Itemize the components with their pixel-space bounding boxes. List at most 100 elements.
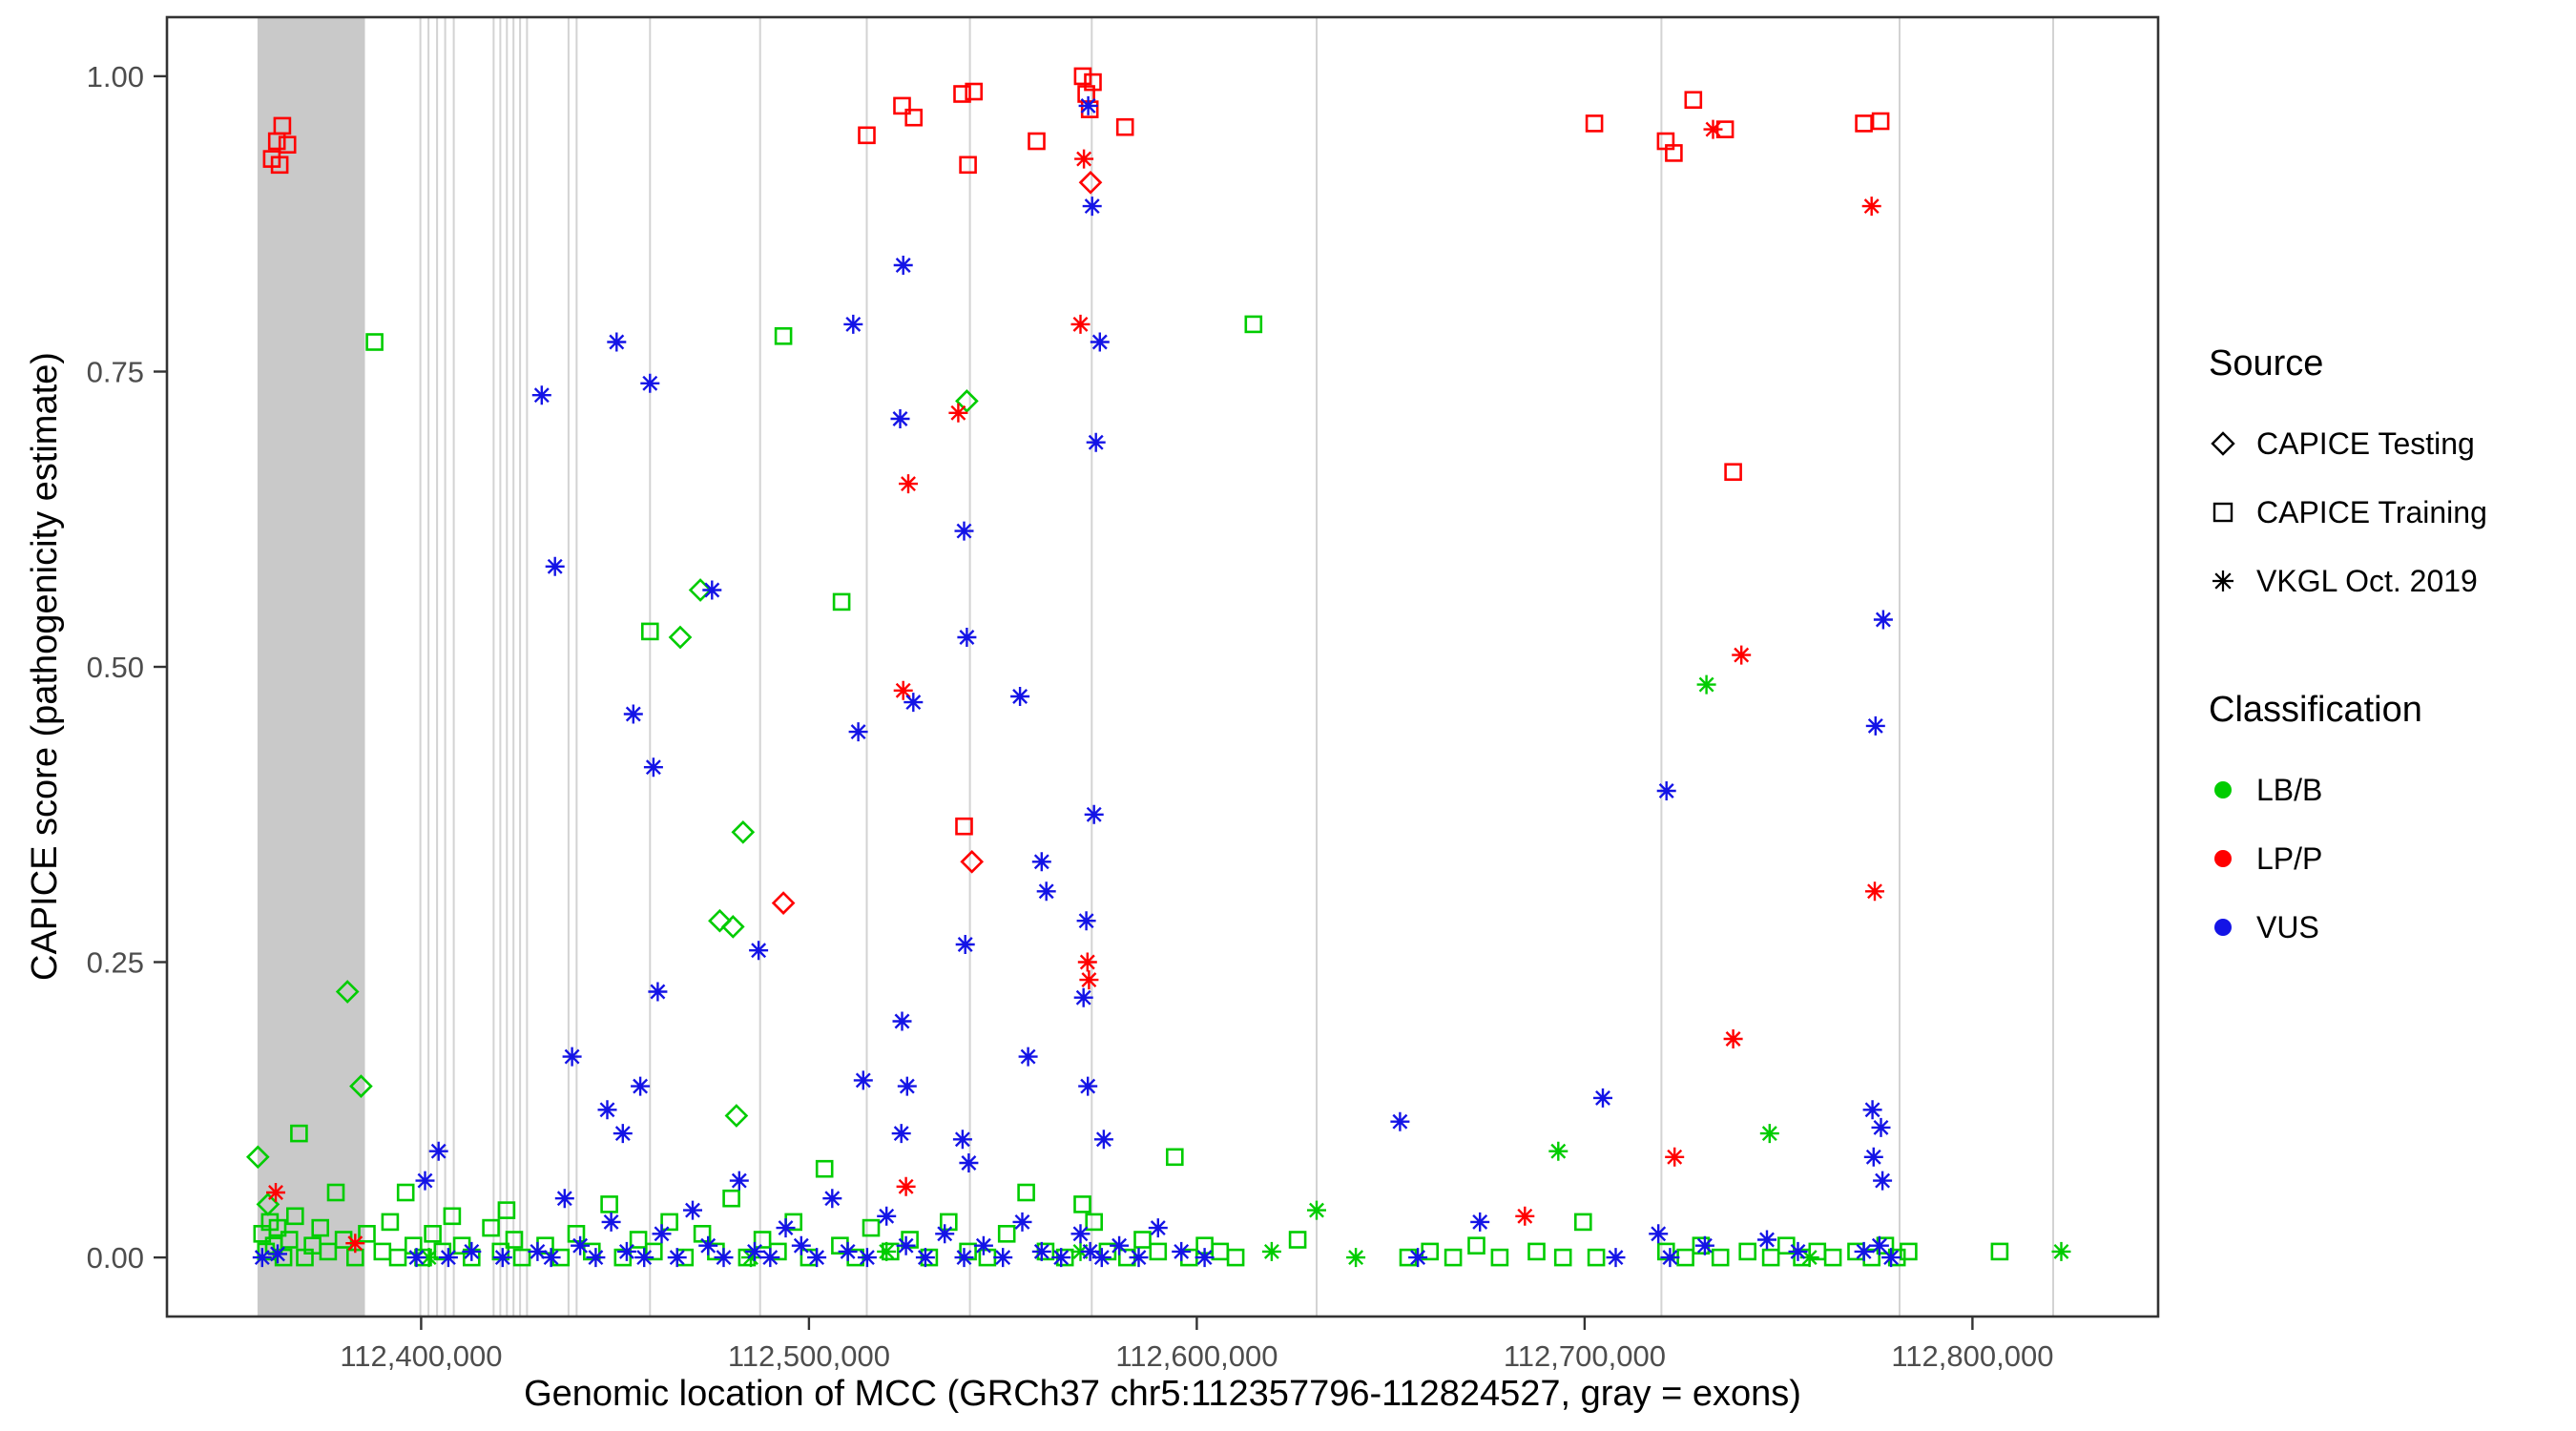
y-axis-tick-label: 1.00 bbox=[87, 60, 144, 93]
data-point-asterisk bbox=[528, 1241, 548, 1261]
data-point-asterisk bbox=[1090, 332, 1110, 352]
data-point-asterisk bbox=[640, 373, 660, 393]
data-point-asterisk bbox=[345, 1234, 365, 1254]
legend-item-label: VKGL Oct. 2019 bbox=[2256, 563, 2478, 598]
data-point-asterisk bbox=[492, 1248, 512, 1268]
data-point-square bbox=[1665, 144, 1683, 162]
data-point-asterisk bbox=[406, 1248, 426, 1268]
data-point-square bbox=[1073, 67, 1092, 86]
data-point-square bbox=[1166, 1148, 1184, 1167]
data-point-square bbox=[452, 1236, 471, 1255]
data-point-asterisk bbox=[1077, 952, 1097, 972]
data-point-asterisk bbox=[266, 1183, 285, 1202]
data-point-asterisk bbox=[897, 1076, 917, 1096]
data-point-square bbox=[443, 1207, 462, 1226]
data-point-diamond bbox=[720, 915, 745, 939]
data-point-square bbox=[858, 126, 876, 145]
data-point-square bbox=[373, 1242, 392, 1261]
data-point-asterisk bbox=[1084, 804, 1104, 824]
data-point-asterisk bbox=[1656, 781, 1676, 800]
data-point-asterisk bbox=[698, 1235, 718, 1255]
lpp-dot-icon bbox=[2209, 844, 2237, 873]
data-point-asterisk bbox=[1593, 1088, 1612, 1108]
data-point-square bbox=[497, 1201, 516, 1219]
data-point-square bbox=[997, 1225, 1016, 1243]
data-point-diamond bbox=[245, 1145, 270, 1170]
data-point-square bbox=[1226, 1248, 1245, 1267]
diamond-icon bbox=[2209, 429, 2237, 458]
data-point-asterisk bbox=[904, 693, 924, 713]
data-point-square bbox=[1585, 114, 1604, 133]
data-point-asterisk bbox=[597, 1100, 617, 1120]
data-point-asterisk bbox=[957, 628, 977, 647]
data-point-asterisk bbox=[877, 1241, 897, 1261]
data-point-square bbox=[319, 1242, 338, 1261]
data-point-square bbox=[273, 116, 292, 135]
data-point-square bbox=[290, 1124, 308, 1143]
data-point-asterisk bbox=[601, 1212, 621, 1232]
data-point-asterisk bbox=[1649, 1224, 1669, 1244]
data-point-diamond bbox=[1078, 170, 1103, 195]
data-point-asterisk bbox=[1261, 1241, 1281, 1261]
data-point-asterisk bbox=[631, 1076, 651, 1096]
data-point-square bbox=[774, 326, 793, 345]
data-point-asterisk bbox=[948, 403, 968, 423]
x-axis-tick-label: 112,600,000 bbox=[1115, 1339, 1278, 1373]
data-point-square bbox=[582, 1242, 601, 1261]
data-point-asterisk bbox=[1070, 314, 1091, 334]
legend-item-capice-training: CAPICE Training bbox=[2209, 478, 2571, 547]
data-point-asterisk bbox=[1861, 197, 1881, 217]
data-point-asterisk bbox=[843, 314, 863, 334]
data-point-asterisk bbox=[571, 1235, 591, 1255]
data-point-square bbox=[722, 1189, 740, 1208]
data-point-square bbox=[1684, 91, 1703, 109]
data-point-asterisk bbox=[252, 1248, 272, 1268]
data-point-asterisk bbox=[1051, 1248, 1071, 1268]
data-point-asterisk bbox=[1723, 1029, 1743, 1048]
data-point-asterisk bbox=[1110, 1235, 1130, 1255]
legend-item-label: CAPICE Training bbox=[2256, 494, 2487, 529]
data-point-square bbox=[1080, 100, 1099, 118]
data-point-square bbox=[1028, 132, 1046, 151]
data-point-asterisk bbox=[652, 1224, 672, 1244]
data-point-diamond bbox=[960, 849, 985, 874]
legend-item-label: CAPICE Testing bbox=[2256, 425, 2475, 461]
data-point-asterisk bbox=[760, 1248, 780, 1268]
data-point-asterisk bbox=[853, 1070, 873, 1090]
data-point-asterisk bbox=[1869, 1235, 1889, 1255]
data-point-asterisk bbox=[952, 1130, 972, 1150]
data-point-asterisk bbox=[973, 1235, 993, 1255]
y-axis-title: CAPICE score (pathogenicity estimate) bbox=[25, 352, 65, 982]
data-point-square bbox=[1244, 315, 1263, 334]
x-axis-tick-label: 112,500,000 bbox=[728, 1339, 890, 1373]
data-point-asterisk bbox=[1606, 1248, 1626, 1268]
data-point-asterisk bbox=[462, 1241, 482, 1261]
data-point-square bbox=[1761, 1248, 1780, 1267]
data-point-asterisk bbox=[2051, 1241, 2071, 1261]
data-point-square bbox=[613, 1248, 633, 1267]
data-point-square bbox=[285, 1207, 304, 1226]
data-point-square bbox=[640, 622, 659, 641]
x-axis-tick-label: 112,800,000 bbox=[1891, 1339, 2053, 1373]
data-point-asterisk bbox=[877, 1206, 897, 1226]
data-point-square bbox=[482, 1218, 500, 1237]
data-point-square bbox=[644, 1242, 663, 1261]
data-point-asterisk bbox=[1865, 881, 1884, 902]
data-point-asterisk bbox=[1073, 987, 1093, 1007]
data-point-asterisk bbox=[1660, 1248, 1680, 1268]
data-point-asterisk bbox=[959, 1153, 979, 1172]
data-point-square bbox=[365, 333, 384, 351]
data-point-asterisk bbox=[541, 1248, 561, 1268]
data-point-square bbox=[965, 82, 984, 101]
data-point-asterisk bbox=[1873, 1171, 1893, 1191]
data-point-asterisk bbox=[683, 1200, 702, 1220]
data-point-asterisk bbox=[634, 1248, 654, 1268]
data-point-asterisk bbox=[1129, 1248, 1149, 1268]
data-point-asterisk bbox=[915, 1248, 935, 1268]
data-point-square bbox=[280, 1231, 299, 1249]
legend-classification-block: Classification LB/B LP/P VUS bbox=[2209, 690, 2571, 962]
data-point-asterisk bbox=[1012, 1212, 1032, 1232]
data-point-asterisk bbox=[890, 409, 910, 428]
data-point-asterisk bbox=[1148, 1218, 1168, 1238]
data-point-square bbox=[959, 156, 977, 175]
